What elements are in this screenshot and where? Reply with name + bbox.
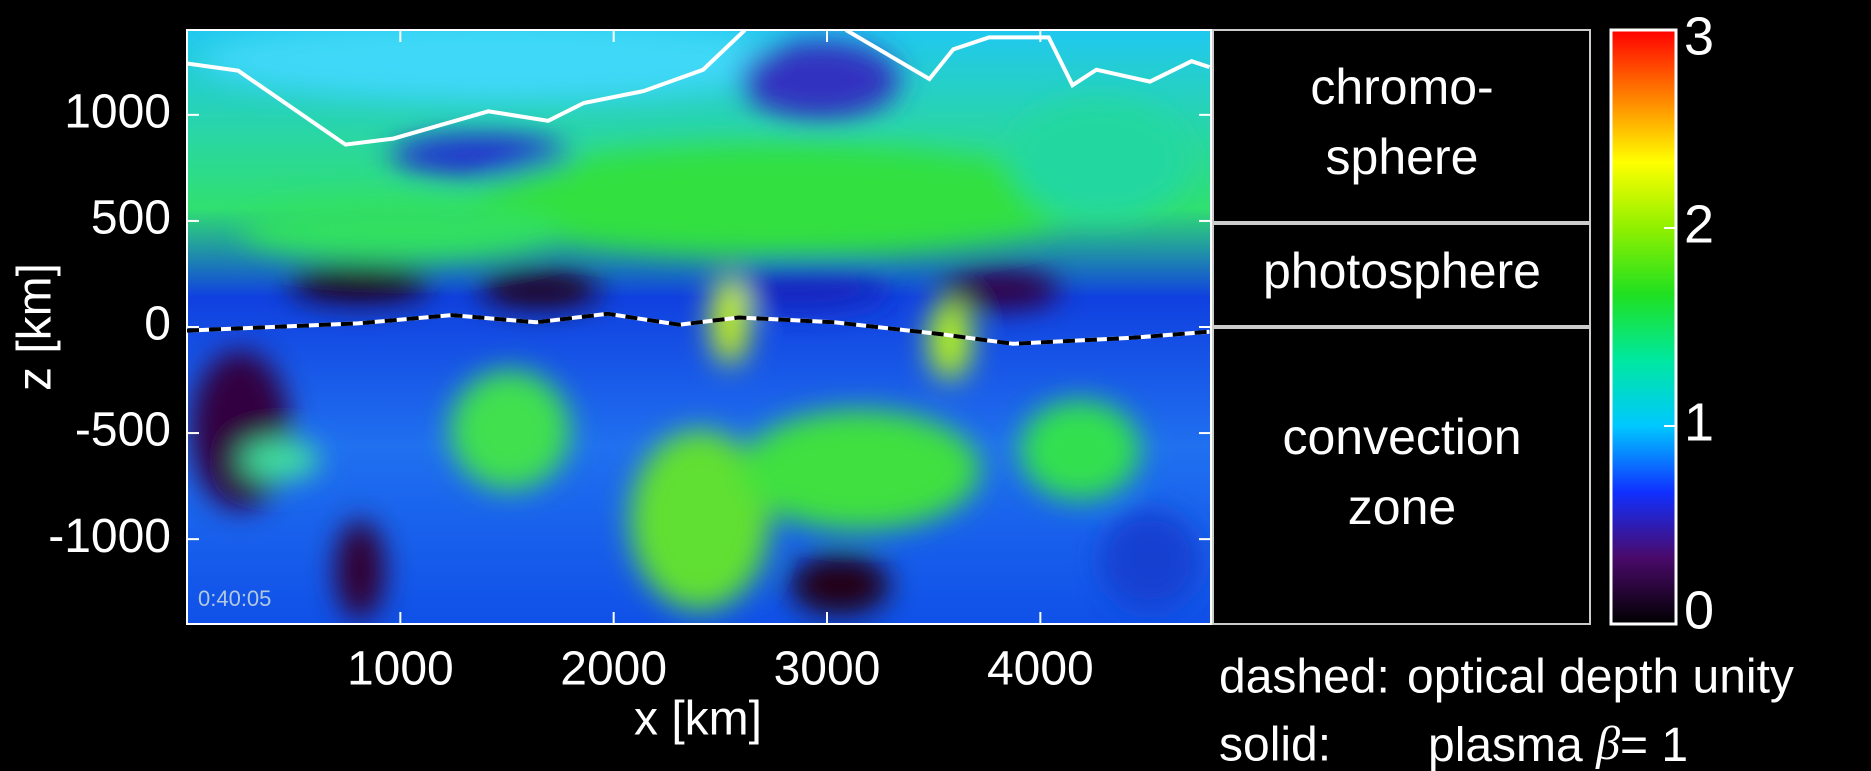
x-tick-label: 1000 <box>347 643 454 696</box>
y-tick-label: 1000 <box>64 86 171 139</box>
y-tick-label: 0 <box>144 298 171 351</box>
legend-text: plasma β= 1 <box>1428 717 1688 771</box>
legend-style: dashed: <box>1219 651 1390 704</box>
colorbar-tick-label: 1 <box>1684 392 1714 452</box>
x-axis-label: x [km] <box>634 693 762 746</box>
x-tick-label: 2000 <box>560 643 667 696</box>
y-tick-label: -500 <box>75 404 171 457</box>
region-label: sphere <box>1326 129 1479 185</box>
figure: 0:40:05 x [km] z [km] 1000 2000 3000 4000 -1… <box>0 0 1871 771</box>
region-label: zone <box>1348 479 1456 535</box>
y-axis-label: z [km] <box>9 263 62 391</box>
y-tick-label: 500 <box>91 192 171 245</box>
colorbar-tick-label: 0 <box>1684 580 1714 640</box>
colorbar-tick-label: 2 <box>1684 194 1714 254</box>
legend-symbol: β <box>1595 717 1620 770</box>
legend-text: plasma <box>1428 719 1583 771</box>
legend-suffix: = 1 <box>1620 719 1688 771</box>
colorbar-tick-label: 3 <box>1684 6 1714 66</box>
legend-style: solid: <box>1219 719 1331 771</box>
y-tick-label: -1000 <box>48 510 171 563</box>
region-label: photosphere <box>1263 243 1541 299</box>
x-tick-label: 4000 <box>987 643 1094 696</box>
x-tick-label: 3000 <box>774 643 881 696</box>
region-label: convection <box>1282 409 1521 465</box>
timestamp: 0:40:05 <box>198 586 271 611</box>
region-label: chromo- <box>1310 59 1493 115</box>
legend-text: optical depth unity <box>1407 651 1794 704</box>
colorbar <box>1611 30 1676 624</box>
